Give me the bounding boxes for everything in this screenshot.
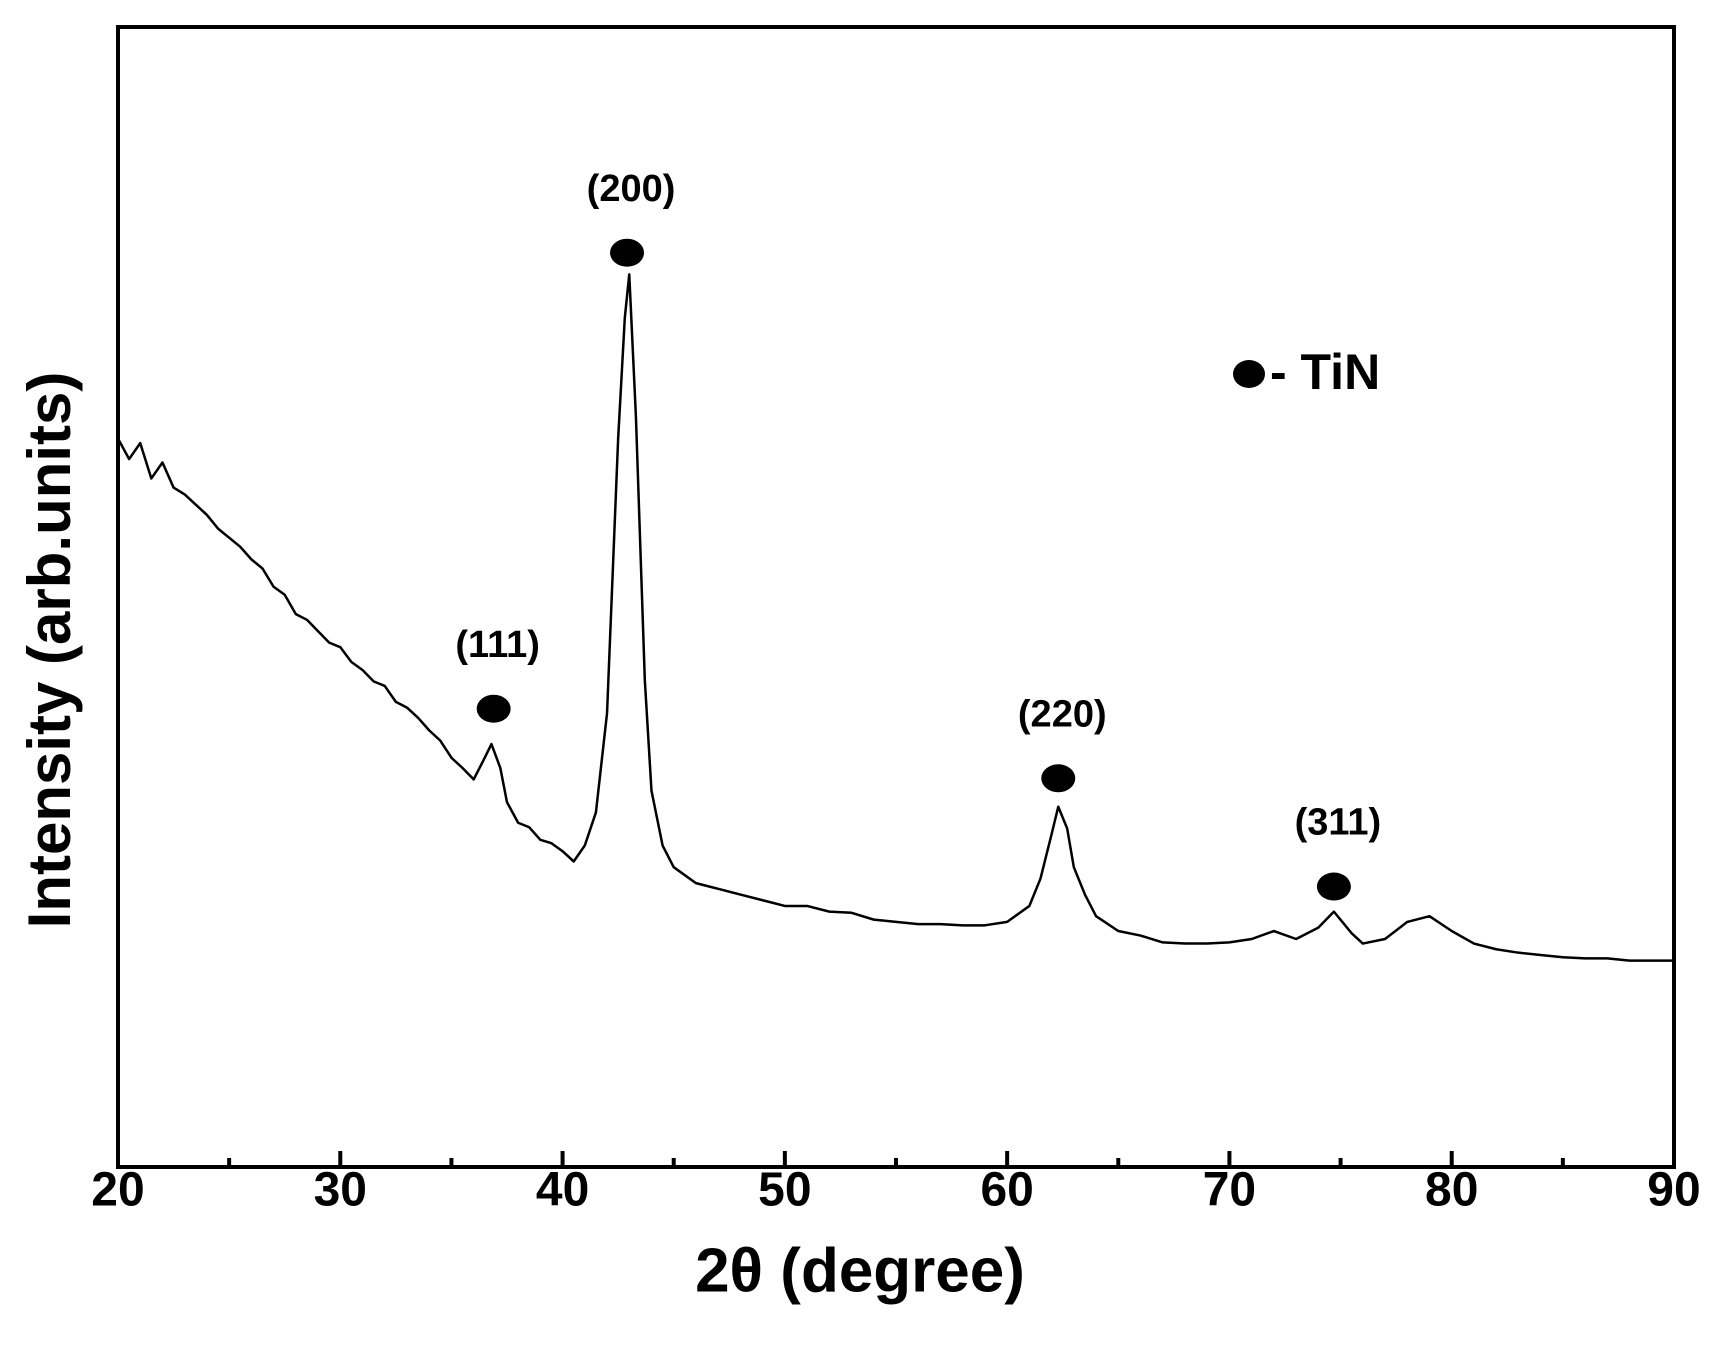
legend-label: - TiN bbox=[1270, 344, 1380, 400]
y-axis-title: Intensity (arb.units) bbox=[16, 372, 83, 929]
x-tick-label: 90 bbox=[1647, 1164, 1700, 1217]
peak-marker bbox=[476, 694, 511, 723]
x-tick-label: 20 bbox=[91, 1164, 144, 1217]
peak-label: (111) bbox=[455, 624, 540, 666]
x-tick-label: 70 bbox=[1203, 1164, 1256, 1217]
plot-frame bbox=[116, 25, 1676, 1169]
x-tick-label: 30 bbox=[314, 1164, 367, 1217]
legend-marker bbox=[1233, 360, 1265, 388]
x-tick-label: 40 bbox=[536, 1164, 589, 1217]
data-line bbox=[116, 273, 1674, 962]
x-tick-label: 50 bbox=[758, 1164, 811, 1217]
peak-marker bbox=[1041, 764, 1076, 793]
x-axis-title: 2θ (degree) bbox=[695, 1236, 1025, 1305]
peak-marker bbox=[610, 238, 645, 267]
peak-label: (200) bbox=[587, 168, 676, 210]
x-tick-label: 60 bbox=[980, 1164, 1033, 1217]
peak-label: (220) bbox=[1018, 693, 1107, 735]
peak-label: (311) bbox=[1295, 802, 1382, 844]
peak-marker bbox=[1316, 872, 1351, 901]
x-tick-label: 80 bbox=[1425, 1164, 1478, 1217]
